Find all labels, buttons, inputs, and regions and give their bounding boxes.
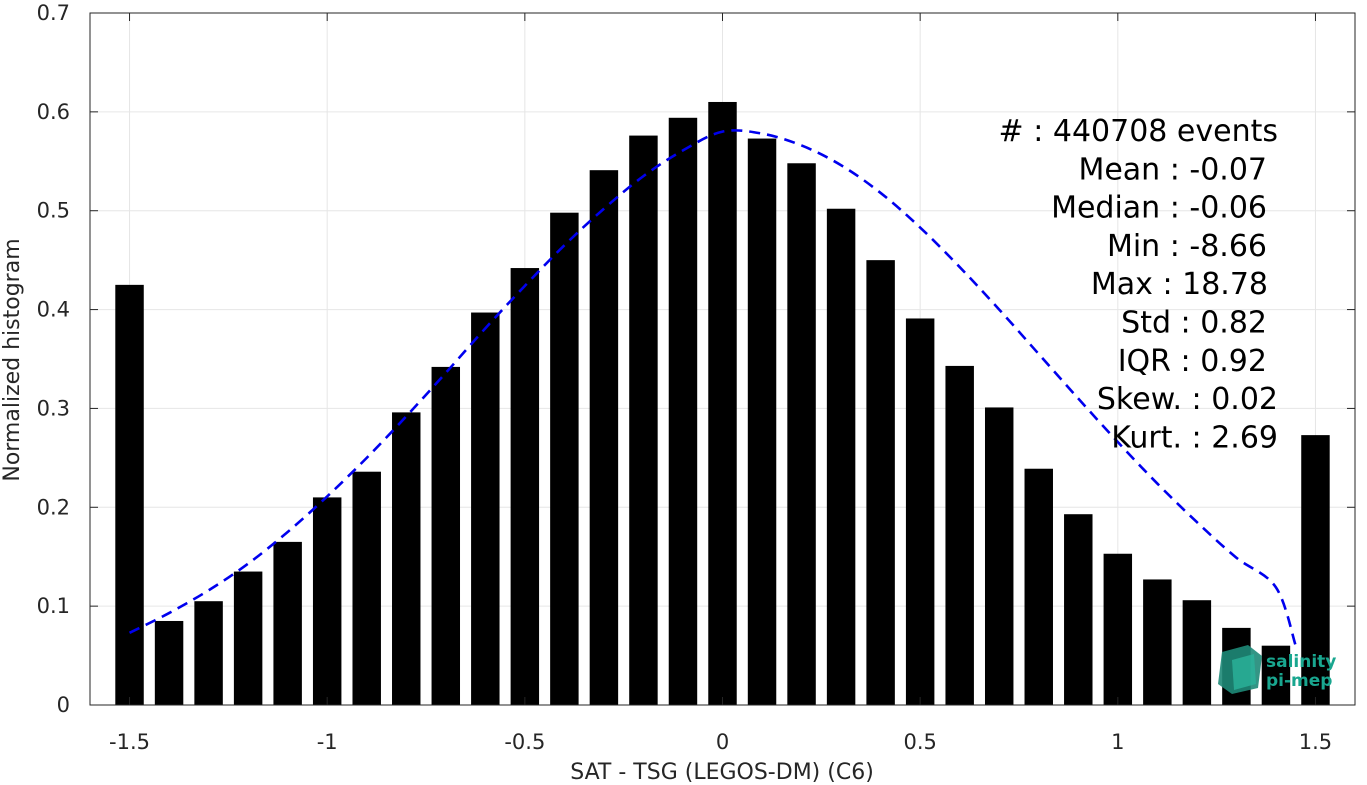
histogram-bar-9 bbox=[471, 312, 500, 705]
logo-cube-face bbox=[1232, 654, 1256, 690]
x-axis-label: SAT - TSG (LEGOS-DM) (C6) bbox=[570, 760, 874, 785]
histogram-bar-0 bbox=[115, 284, 144, 705]
histogram-bar-29 bbox=[1261, 645, 1291, 705]
stat-line-4: Max : 18.78 bbox=[1091, 267, 1268, 302]
salinity-pi-mep-logo: salinity pi-mep bbox=[1218, 645, 1336, 694]
histogram-bar-4 bbox=[273, 541, 302, 705]
histogram-bar-13 bbox=[629, 135, 658, 705]
stat-line-8: Kurt. : 2.69 bbox=[1111, 420, 1278, 455]
histogram-bar-7 bbox=[392, 412, 421, 705]
x-tick-label-2: -0.5 bbox=[504, 730, 545, 754]
x-tick-label-0: -1.5 bbox=[109, 730, 150, 754]
stat-line-6: IQR : 0.92 bbox=[1118, 344, 1267, 379]
stat-line-0: # : 440708 events bbox=[999, 114, 1278, 149]
histogram-bar-30 bbox=[1301, 435, 1330, 705]
histogram-bar-10 bbox=[510, 268, 540, 705]
logo-text-line1: salinity bbox=[1266, 652, 1336, 672]
histogram-bar-22 bbox=[984, 407, 1014, 705]
histogram-bar-16 bbox=[747, 138, 777, 705]
histogram-bar-27 bbox=[1182, 600, 1212, 705]
histogram-bar-6 bbox=[352, 471, 381, 705]
normal-fit-curve bbox=[128, 129, 1297, 647]
histogram-bar-24 bbox=[1064, 514, 1093, 705]
histogram-bar-17 bbox=[787, 163, 816, 705]
histogram-bar-26 bbox=[1143, 579, 1172, 705]
x-tick-label-6: 1.5 bbox=[1299, 730, 1332, 754]
stat-line-2: Median : -0.06 bbox=[1051, 191, 1267, 226]
x-tick-label-3: 0 bbox=[716, 730, 729, 754]
y-tick-label-5: 0.5 bbox=[37, 199, 70, 223]
histogram-bar-3 bbox=[233, 571, 263, 705]
y-tick-label-7: 0.7 bbox=[37, 1, 70, 25]
histogram-bar-2 bbox=[194, 601, 223, 705]
histogram-bar-19 bbox=[866, 260, 895, 705]
stat-line-3: Min : -8.66 bbox=[1107, 229, 1267, 264]
y-tick-label-1: 0.1 bbox=[37, 594, 70, 618]
histogram-bar-12 bbox=[589, 170, 619, 705]
y-axis-label: Normalized histogram bbox=[0, 238, 25, 481]
stat-line-5: Std : 0.82 bbox=[1121, 306, 1267, 341]
y-tick-label-6: 0.6 bbox=[37, 100, 70, 124]
histogram-bar-21 bbox=[945, 365, 974, 705]
y-tick-label-0: 0 bbox=[57, 693, 70, 717]
histogram-bar-25 bbox=[1103, 553, 1133, 705]
x-tick-label-4: 0.5 bbox=[903, 730, 936, 754]
x-tick-label-5: 1 bbox=[1111, 730, 1124, 754]
histogram-bar-5 bbox=[312, 497, 342, 705]
axis-ticks: -1.5 -1 -0.5 0 0.5 1 1.5 0 0.1 0.2 0.3 0.4 0.5 0.6 0.7 bbox=[37, 1, 1355, 754]
x-tick-label-1: -1 bbox=[317, 730, 338, 754]
histogram-bar-15 bbox=[708, 101, 737, 705]
histogram-bar-8 bbox=[431, 366, 461, 705]
histogram-bar-23 bbox=[1024, 468, 1053, 705]
y-tick-label-4: 0.4 bbox=[37, 298, 70, 322]
histogram-bar-18 bbox=[826, 208, 856, 706]
logo-text-line2: pi-mep bbox=[1266, 671, 1332, 691]
histogram-bar-14 bbox=[668, 117, 698, 705]
y-tick-label-2: 0.2 bbox=[37, 495, 70, 519]
histogram-bar-20 bbox=[905, 318, 935, 705]
histogram-bar-11 bbox=[550, 212, 579, 706]
histogram-bars bbox=[115, 101, 1330, 706]
stat-line-7: Skew. : 0.02 bbox=[1097, 382, 1278, 417]
histogram-bar-1 bbox=[154, 620, 184, 705]
y-tick-label-3: 0.3 bbox=[37, 396, 70, 420]
stat-line-1: Mean : -0.07 bbox=[1078, 152, 1267, 187]
